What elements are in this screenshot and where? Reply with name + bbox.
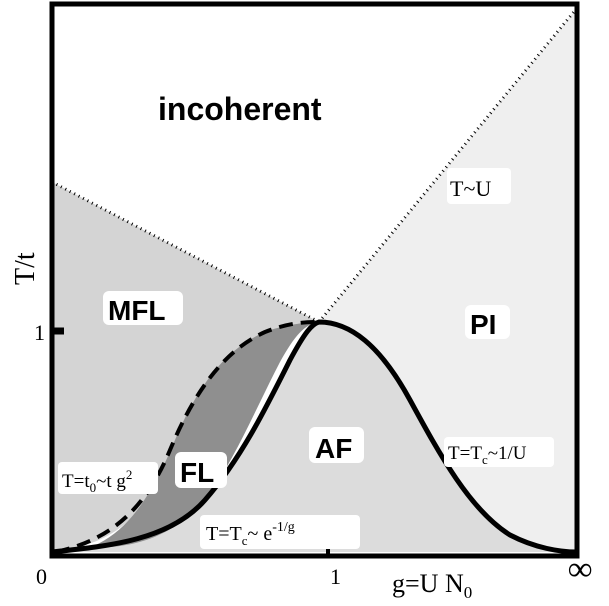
tc-bottom-label-box xyxy=(200,515,360,549)
fl-label-box xyxy=(175,452,227,488)
pi-label: PI xyxy=(470,309,496,340)
t-u-label-box xyxy=(447,168,511,204)
x-tick-inf-label: ∞ xyxy=(568,551,592,588)
mfl-label-box xyxy=(103,291,183,325)
t0-label-box xyxy=(58,462,158,494)
t-u-annotation: T~U xyxy=(450,176,491,201)
af-label: AF xyxy=(315,433,352,464)
x-tick-0-label: 0 xyxy=(36,564,47,589)
t0-annotation: T=t0~t g2 xyxy=(62,467,132,495)
fl-label: FL xyxy=(180,457,214,488)
mfl-label: MFL xyxy=(108,295,166,326)
tc-bottom-annotation: T=Tc~ e-1/g xyxy=(206,520,295,548)
mfl-region xyxy=(52,182,319,552)
tc-right-label-box xyxy=(444,437,554,467)
fl-region xyxy=(88,322,319,548)
y-axis-label: T/t xyxy=(10,252,41,285)
plot-frame xyxy=(49,1,580,559)
pi-region xyxy=(319,8,577,552)
x-axis-label: g=U N0 xyxy=(392,569,472,602)
tc-right-annotation: T=Tc~1/U xyxy=(448,443,527,467)
pi-label-box xyxy=(465,305,510,339)
fl-dashed-boundary xyxy=(55,320,320,554)
af-tc-solid-curve xyxy=(51,319,578,555)
af-label-box xyxy=(309,427,364,463)
y-tick-1-label: 1 xyxy=(34,320,45,345)
incoherent-label: incoherent xyxy=(158,91,322,127)
x-tick-1-label: 1 xyxy=(330,564,341,589)
mfl-crossover-dotted-line xyxy=(51,180,320,324)
